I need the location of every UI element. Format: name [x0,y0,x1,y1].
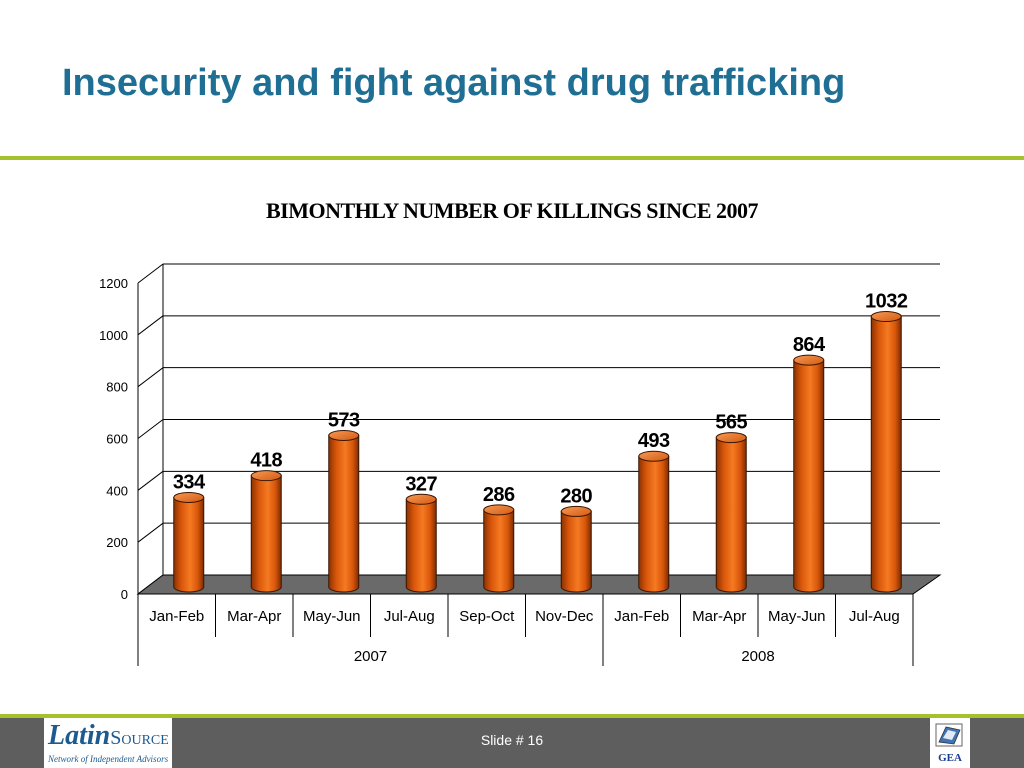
x-tick-label: Jul-Aug [384,608,435,625]
y-tick-label: 800 [106,380,128,395]
x-tick-label: Mar-Apr [227,608,281,625]
bar-cap [328,429,360,441]
bar-cap [870,311,902,323]
y-tick-label: 400 [106,483,128,498]
bar-value-label: 565 [715,412,747,434]
bar-cap [173,491,205,503]
bar [328,434,360,593]
bar-value-label: 418 [250,450,282,472]
x-tick-label: Jul-Aug [849,608,900,625]
bar-cap [715,432,747,444]
logo-brand-sub: Source [110,727,169,749]
bar [405,498,437,593]
wall-tick [137,367,164,388]
bar-cap [250,470,282,482]
x-tick-label: Sep-Oct [459,608,515,625]
latinsource-logo: LatinSource Network of Independent Advis… [44,718,172,768]
footer-divider [0,714,1024,718]
x-tick-label: Jan-Feb [614,608,669,625]
logo-tagline: Network of Independent Advisors [48,754,169,764]
bar-value-label: 573 [328,409,360,431]
slide-number: Slide # 16 [480,732,544,748]
x-tick-label: May-Jun [768,608,826,625]
data-labels: 334 418 573 327 286 280 493 565 864 1032 [173,291,909,508]
gea-logo-text: GEA [938,752,962,764]
x-tick-label: Mar-Apr [692,608,746,625]
chart-title: BIMONTHLY NUMBER OF KILLINGS SINCE 2007 [265,198,759,223]
y-tick-label: 200 [106,535,128,550]
bar-cap [560,505,592,517]
bar-value-label: 493 [638,430,670,452]
bar [870,316,902,593]
logo-brand-main: Latin [48,720,111,751]
bar-value-label: 1032 [865,291,908,313]
bar [638,455,670,593]
bar [250,475,282,593]
y-tick-label: 600 [106,432,128,447]
bar-cap [793,354,825,366]
wall-tick [137,419,164,439]
bar-value-label: 864 [793,334,826,356]
x-group-label: 2007 [354,648,387,665]
y-tick-label: 0 [121,587,128,602]
wall-tick [137,315,164,336]
bar-value-label: 280 [560,485,592,507]
wall-tick [137,522,164,543]
bar-chart: 0 200 400 600 800 1000 1200 334 418 573 327 286 280… [99,263,942,666]
x-group-label: 2008 [741,648,774,665]
bar-cap [483,504,515,516]
bar [793,359,825,593]
bar-value-label: 334 [173,471,206,493]
slide-title: Insecurity and fight against drug traffi… [62,62,846,104]
bar-cap [638,450,670,462]
x-tick-label: Nov-Dec [535,608,594,625]
bar [483,509,515,593]
x-tick-label: Jan-Feb [149,608,204,625]
y-tick-label: 1200 [99,276,128,291]
bar-cap [405,493,437,505]
bars [173,311,902,593]
bar [560,510,592,593]
gea-emblem-icon [935,723,963,747]
x-tick-label: May-Jun [303,608,361,625]
bar-value-label: 286 [483,484,515,506]
bar-value-label: 327 [405,473,437,495]
gea-logo: GEA [930,718,970,768]
y-tick-label: 1000 [99,328,128,343]
bar [173,496,205,593]
title-divider [0,156,1024,160]
x-axis-table: Jan-Feb Mar-Apr May-Jun Jul-Aug Sep-Oct Nov-D… [137,594,914,666]
bar [715,437,747,593]
wall-tick [137,470,164,491]
wall-tick [137,263,164,284]
